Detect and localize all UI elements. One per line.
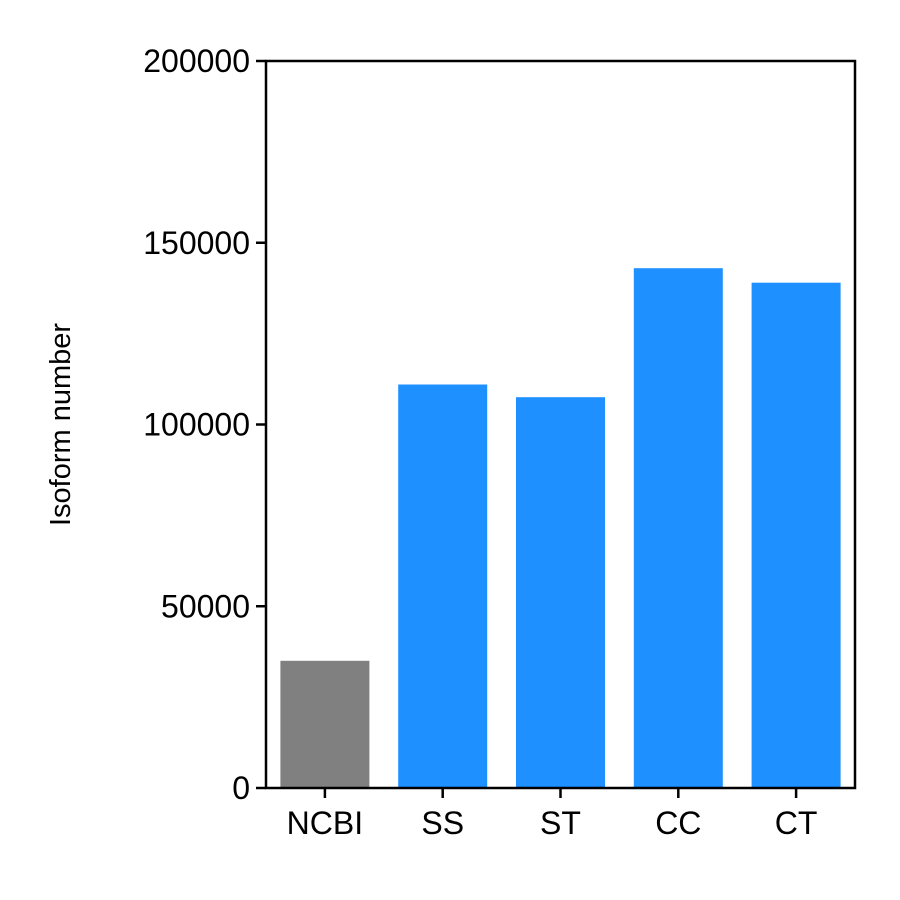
y-tick-label: 200000 xyxy=(143,43,250,79)
y-tick-label: 150000 xyxy=(143,225,250,261)
x-tick-label-st: ST xyxy=(540,805,581,841)
x-axis-ticks: NCBI SS ST CC CT xyxy=(287,788,818,841)
y-tick-label: 0 xyxy=(232,770,250,806)
x-tick-label-cc: CC xyxy=(655,805,701,841)
x-tick-label-ss: SS xyxy=(421,805,464,841)
bar-cc xyxy=(633,268,723,788)
bar-st xyxy=(516,397,605,788)
y-tick-label: 100000 xyxy=(143,407,250,443)
x-tick-label-ncbi: NCBI xyxy=(287,805,363,841)
bars-layer xyxy=(280,268,841,788)
y-axis-label: Isoform number xyxy=(45,323,77,526)
y-tick-label: 50000 xyxy=(161,588,250,624)
bar-ss xyxy=(398,384,488,788)
bar-ct xyxy=(751,282,841,788)
x-tick-label-ct: CT xyxy=(775,805,818,841)
y-axis-ticks: 0 50000 100000 150000 200000 xyxy=(143,43,266,806)
plot-frame xyxy=(264,59,857,790)
bar-ncbi xyxy=(280,660,370,788)
